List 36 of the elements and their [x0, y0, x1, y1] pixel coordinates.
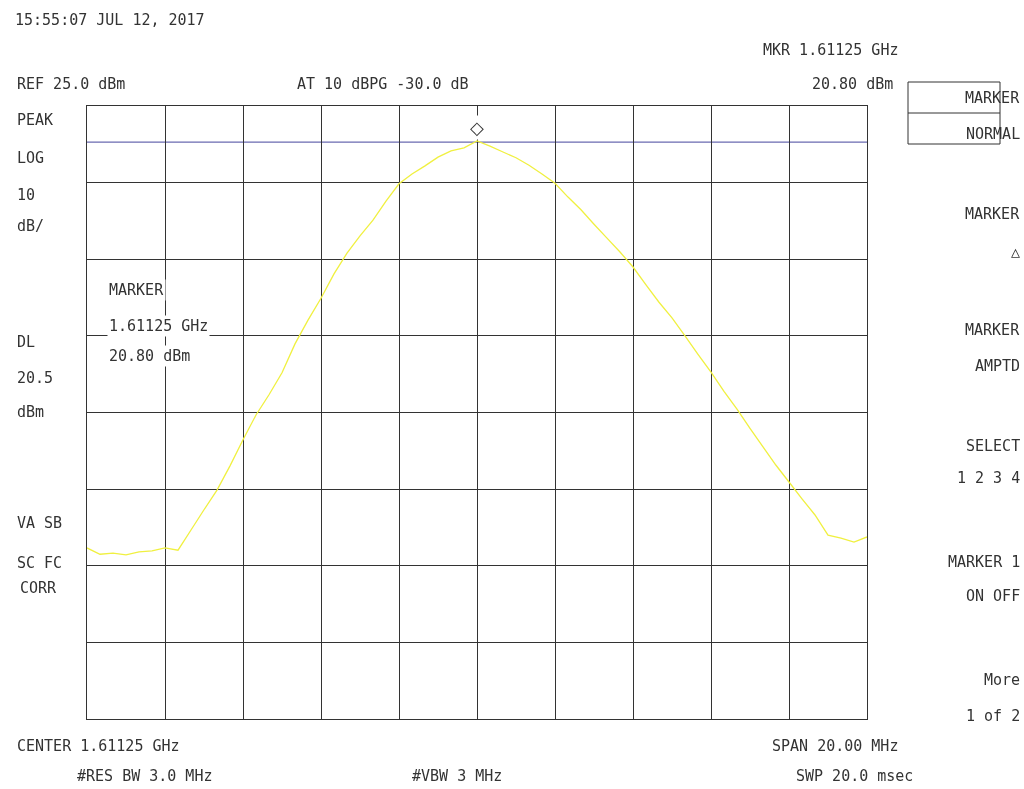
text: MARKER — [965, 89, 1021, 107]
text: MARKER — [965, 321, 1021, 339]
text: AMPTD — [975, 357, 1021, 375]
text: AT 10 dBPG -30.0 dB — [297, 75, 469, 93]
text: REF 25.0 dBm — [17, 75, 126, 93]
text: 20.80 dBm — [812, 75, 894, 93]
text: SC FC — [17, 554, 63, 572]
text: ON OFF — [966, 587, 1021, 605]
text: PEAK — [17, 111, 54, 129]
text: SWP 20.0 msec — [796, 767, 914, 785]
text: #RES BW 3.0 MHz — [77, 767, 213, 785]
text: MKR 1.61125 GHz — [763, 41, 899, 59]
text: MARKER — [965, 205, 1021, 223]
text: 1 of 2 — [966, 707, 1021, 725]
text: CORR — [20, 579, 58, 597]
text: dBm — [17, 403, 45, 421]
text: VA SB — [17, 514, 63, 532]
text: More — [984, 671, 1021, 689]
text: 10 — [17, 186, 36, 204]
annotation: 20.80 dBm — [109, 347, 191, 365]
text: NORMAL — [966, 125, 1021, 143]
text: dB/ — [17, 217, 45, 235]
text: CENTER 1.61125 GHz — [17, 737, 180, 755]
annotation: MARKER — [109, 281, 165, 299]
text: △ — [1011, 243, 1021, 261]
chart-title: 15:55:07 JUL 12, 2017 — [15, 11, 205, 30]
text: #VBW 3 MHz — [412, 767, 503, 785]
text: SELECT — [966, 437, 1021, 455]
text: 20.5 — [17, 369, 54, 387]
annotation: 1.61125 GHz — [109, 317, 209, 335]
text: SPAN 20.00 MHz — [772, 737, 899, 755]
text: MARKER 1 — [948, 553, 1021, 571]
text: DL — [17, 333, 36, 351]
text: 1 2 3 4 — [957, 469, 1021, 487]
text: ◇ — [470, 117, 484, 138]
text: LOG — [17, 149, 45, 167]
